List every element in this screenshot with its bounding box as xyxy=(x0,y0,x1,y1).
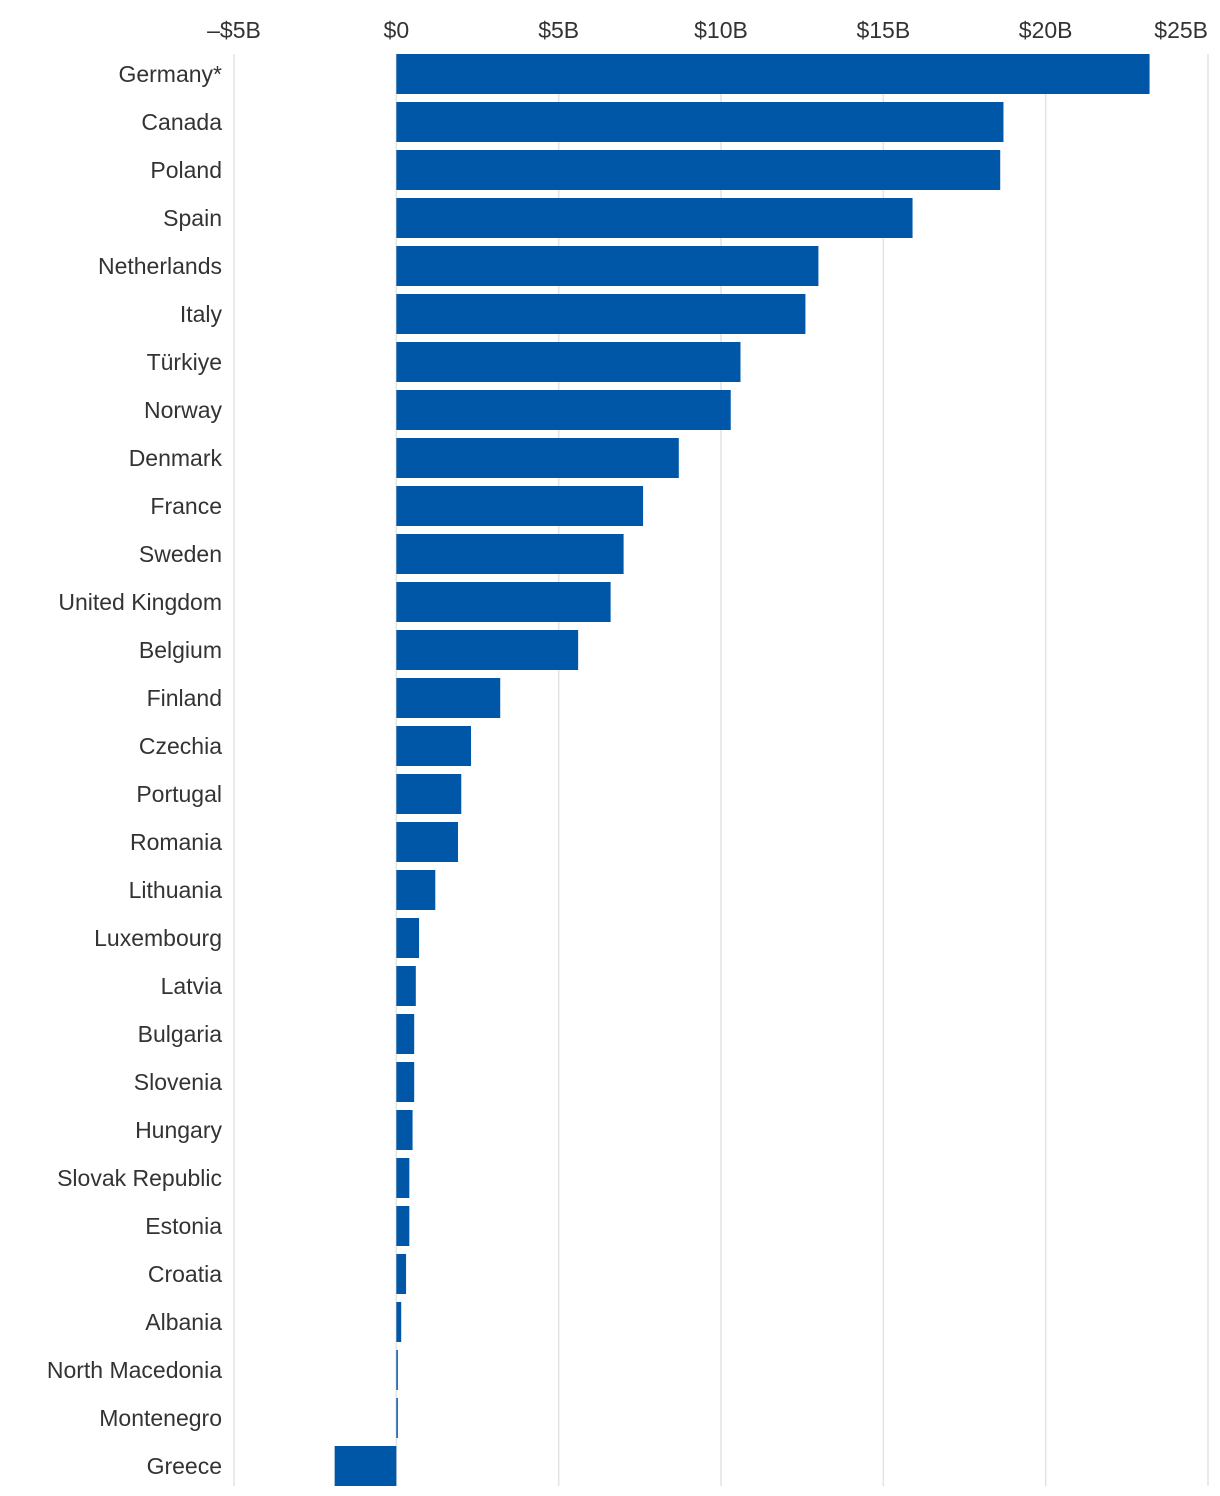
category-label-slovenia: Slovenia xyxy=(134,1069,222,1095)
category-label-norway: Norway xyxy=(144,397,222,423)
category-label-france: France xyxy=(150,493,222,519)
bar-romania xyxy=(396,822,459,862)
bar-portugal xyxy=(396,774,462,814)
category-label-albania: Albania xyxy=(145,1309,222,1335)
bar-lithuania xyxy=(396,870,436,910)
bar-north-macedonia xyxy=(396,1350,398,1390)
gridlines xyxy=(233,54,1209,1486)
category-label-greece: Greece xyxy=(147,1453,222,1479)
category-label-lithuania: Lithuania xyxy=(129,877,223,903)
bar-montenegro xyxy=(396,1398,398,1438)
bars xyxy=(334,54,1150,1486)
x-tick-label: $5B xyxy=(538,17,579,43)
bar-belgium xyxy=(396,630,579,670)
category-label-romania: Romania xyxy=(130,829,222,855)
bar-spain xyxy=(396,198,913,238)
category-label-bulgaria: Bulgaria xyxy=(138,1021,223,1047)
category-label-spain: Spain xyxy=(163,205,222,231)
x-tick-label: $15B xyxy=(856,17,910,43)
bar-luxembourg xyxy=(396,918,420,958)
bar-greece xyxy=(334,1446,397,1486)
bar-sweden xyxy=(396,534,624,574)
bar-united-kingdom xyxy=(396,582,611,622)
x-tick-label: $10B xyxy=(694,17,748,43)
bar-hungary xyxy=(396,1110,413,1150)
category-label-canada: Canada xyxy=(141,109,222,135)
bar-netherlands xyxy=(396,246,819,286)
category-label-estonia: Estonia xyxy=(145,1213,222,1239)
category-label-united-kingdom: United Kingdom xyxy=(58,589,222,615)
x-tick-label: $20B xyxy=(1019,17,1073,43)
bar-slovenia xyxy=(396,1062,415,1102)
bar-estonia xyxy=(396,1206,410,1246)
category-label-hungary: Hungary xyxy=(135,1117,222,1143)
category-labels: Germany* Canada Poland Spain Netherlands Ital… xyxy=(47,61,223,1479)
category-label-luxembourg: Luxembourg xyxy=(94,925,222,951)
bar-t-rkiye xyxy=(396,342,741,382)
bar-croatia xyxy=(396,1254,407,1294)
category-label-poland: Poland xyxy=(150,157,222,183)
category-label-slovak-republic: Slovak Republic xyxy=(57,1165,222,1191)
x-tick-label: $0 xyxy=(384,17,410,43)
category-label-finland: Finland xyxy=(147,685,222,711)
category-label-montenegro: Montenegro xyxy=(99,1405,222,1431)
bar-albania xyxy=(396,1302,402,1342)
bar-norway xyxy=(396,390,731,430)
bar-canada xyxy=(396,102,1004,142)
category-label-netherlands: Netherlands xyxy=(98,253,222,279)
bar-denmark xyxy=(396,438,679,478)
category-label-latvia: Latvia xyxy=(161,973,223,999)
bar-germany xyxy=(396,54,1150,94)
category-label-germany: Germany* xyxy=(118,61,222,87)
x-tick-label: –$5B xyxy=(207,17,261,43)
category-label-italy: Italy xyxy=(180,301,223,327)
bar-latvia xyxy=(396,966,416,1006)
category-label-denmark: Denmark xyxy=(129,445,223,471)
category-label-t-rkiye: Türkiye xyxy=(147,349,222,375)
bar-poland xyxy=(396,150,1001,190)
x-tick-label: $25B xyxy=(1154,17,1208,43)
bar-france xyxy=(396,486,644,526)
bar-bulgaria xyxy=(396,1014,415,1054)
category-label-czechia: Czechia xyxy=(139,733,222,759)
category-label-portugal: Portugal xyxy=(136,781,222,807)
bar-czechia xyxy=(396,726,472,766)
bar-slovak-republic xyxy=(396,1158,410,1198)
category-label-croatia: Croatia xyxy=(148,1261,222,1287)
category-label-sweden: Sweden xyxy=(139,541,222,567)
bar-finland xyxy=(396,678,501,718)
bar-italy xyxy=(396,294,806,334)
category-label-belgium: Belgium xyxy=(139,637,222,663)
category-label-north-macedonia: North Macedonia xyxy=(47,1357,222,1383)
x-axis-ticks: –$5B $0 $5B $10B $15B $20B $25B xyxy=(207,17,1208,43)
